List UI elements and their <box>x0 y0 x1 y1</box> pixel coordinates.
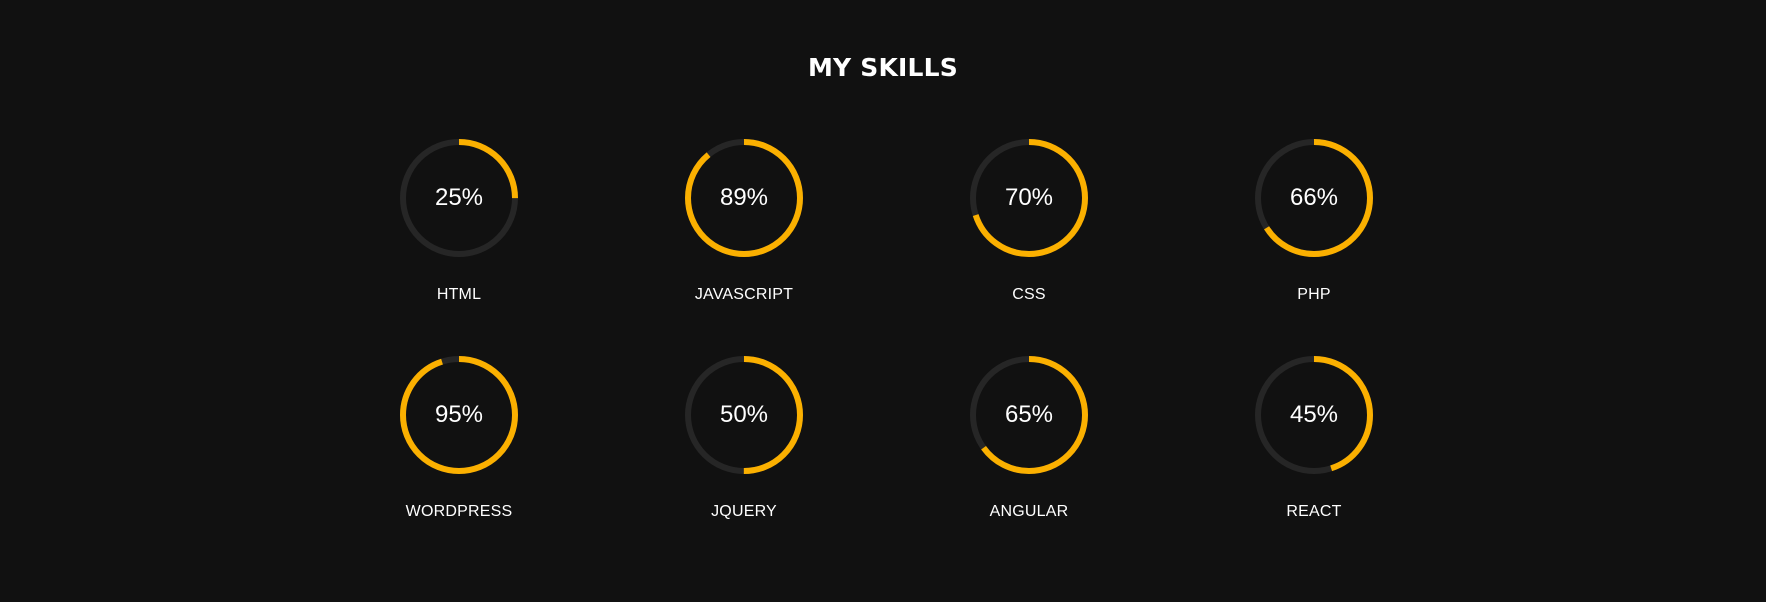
progress-ring-fill <box>970 356 1088 474</box>
progress-ring-graphic <box>1255 139 1373 257</box>
skill-progress-ring: 95% <box>397 353 521 477</box>
skill-item: 45% REACT <box>1214 353 1414 521</box>
skill-name: JAVASCRIPT <box>694 286 794 303</box>
skill-name: CSS <box>1012 286 1046 303</box>
skill-item: 89% JAVASCRIPT <box>644 136 844 304</box>
skill-progress-ring: 66% <box>1252 136 1376 260</box>
skill-item: 50% JQUERY <box>644 353 844 521</box>
section-title: MY SKILLS <box>807 53 959 82</box>
skill-item: 65% ANGULAR <box>929 353 1129 521</box>
skill-percent: 70% <box>1004 184 1054 211</box>
skill-name: JQUERY <box>711 503 777 520</box>
skill-name: REACT <box>1286 503 1342 520</box>
skill-item: 70% CSS <box>929 136 1129 304</box>
skill-name: PHP <box>1297 286 1331 303</box>
skill-percent: 65% <box>1004 401 1054 428</box>
skill-progress-ring: 65% <box>967 353 1091 477</box>
skill-name: WORDPRESS <box>405 503 513 520</box>
progress-ring-graphic <box>685 139 803 257</box>
skill-percent: 89% <box>719 184 769 211</box>
skill-progress-ring: 70% <box>967 136 1091 260</box>
progress-ring-graphic <box>970 356 1088 474</box>
progress-ring-graphic <box>400 356 518 474</box>
progress-ring-fill <box>685 139 803 257</box>
skill-percent: 66% <box>1289 184 1339 211</box>
progress-ring-graphic <box>1255 356 1373 474</box>
progress-ring-graphic <box>970 139 1088 257</box>
skill-name: ANGULAR <box>989 503 1069 520</box>
skill-percent: 45% <box>1289 401 1339 428</box>
skill-name: HTML <box>436 286 482 303</box>
skill-percent: 50% <box>719 401 769 428</box>
skill-item: 95% WORDPRESS <box>359 353 559 521</box>
skill-percent: 25% <box>434 184 484 211</box>
progress-ring-fill <box>685 356 803 474</box>
progress-ring-fill <box>1255 356 1373 474</box>
progress-ring-graphic <box>685 356 803 474</box>
skill-progress-ring: 50% <box>682 353 806 477</box>
skill-item: 66% PHP <box>1214 136 1414 304</box>
skill-progress-ring: 25% <box>397 136 521 260</box>
progress-ring-fill <box>400 139 518 257</box>
skill-progress-ring: 89% <box>682 136 806 260</box>
skill-percent: 95% <box>434 401 484 428</box>
progress-ring-fill <box>400 356 518 474</box>
skill-progress-ring: 45% <box>1252 353 1376 477</box>
progress-ring-fill <box>1255 139 1373 257</box>
skill-item: 25% HTML <box>359 136 559 304</box>
progress-ring-graphic <box>400 139 518 257</box>
progress-ring-fill <box>970 139 1088 257</box>
